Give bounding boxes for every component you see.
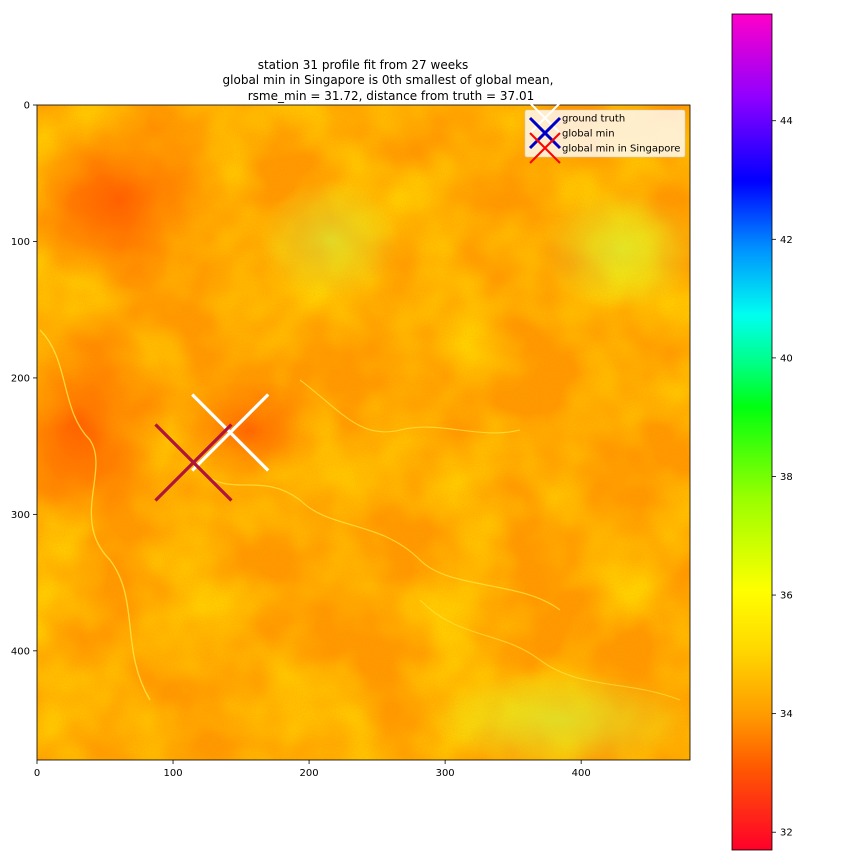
plot-frame [36,104,691,761]
y-tick-label: 300 [11,510,30,521]
x-tick-label: 400 [572,768,591,779]
colorbar-tick-label: 42 [780,235,793,246]
title-line-1: station 31 profile fit from 27 weeks [258,58,469,72]
colorbar-gradient [731,13,773,851]
y-tick-label: 200 [11,373,30,384]
y-tick-label: 400 [11,646,30,657]
legend-box [524,109,686,158]
legend-marker [529,132,561,164]
colorbar-tick-label: 34 [780,709,793,720]
x-tick-label: 100 [163,768,182,779]
x-tick-label: 300 [436,768,455,779]
x-axis: 0 100 200 300 400 [34,760,591,779]
y-axis: 0 100 200 300 400 [11,101,37,657]
title-line-2: global min in Singapore is 0th smallest … [223,73,554,87]
legend-marker [529,102,561,134]
markers [154,393,270,502]
legend-entry-global-min: global min [528,116,615,150]
marker-ground-truth [191,393,270,472]
title-line-3: rsme_min = 31.72, distance from truth = … [248,89,535,103]
legend-entry-ground-truth: ground truth [529,102,625,134]
legend-marker [528,116,562,150]
colorbar-tick-label: 36 [780,591,793,602]
y-tick-label: 100 [11,237,30,248]
legend-entry-global-min-in-singapore: global min in Singapore [529,132,680,164]
legend: ground truth global min global min in Sing… [524,102,686,164]
colorbar-tick-label: 32 [780,828,793,839]
colorbar: 32 34 36 38 40 42 44 [731,13,793,851]
legend-label: global min in Singapore [562,144,680,155]
x-tick-label: 0 [34,768,40,779]
chart-title: station 31 profile fit from 27 weeks glo… [223,58,554,103]
colorbar-tick-label: 38 [780,472,793,483]
legend-label: global min [562,129,615,140]
colorbar-tick-label: 44 [780,116,793,127]
x-tick-label: 200 [300,768,319,779]
heatmap-image [37,105,690,760]
colorbar-tick-label: 40 [780,353,793,364]
marker-global-min-in-singapore [154,423,233,502]
legend-label: ground truth [562,114,625,125]
y-tick-label: 0 [24,101,30,112]
